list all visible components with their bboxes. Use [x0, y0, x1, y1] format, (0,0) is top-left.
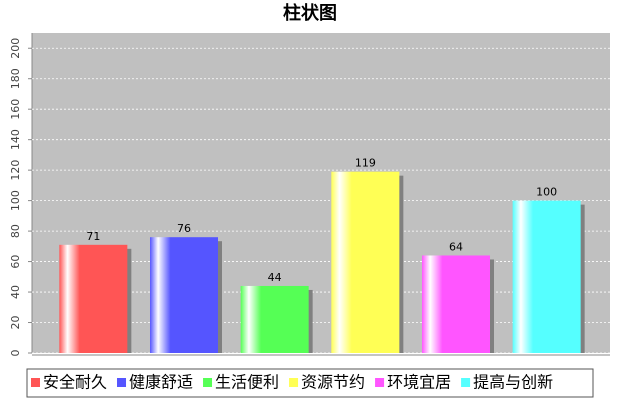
y-tick-label: 180	[9, 68, 22, 89]
bar	[331, 171, 400, 353]
y-tick-label: 20	[9, 316, 22, 330]
value-label: 44	[268, 271, 282, 284]
legend-label: 健康舒适	[129, 373, 193, 392]
legend-swatch	[203, 378, 213, 387]
y-tick-label: 0	[9, 350, 22, 357]
legend-label: 提高与创新	[473, 373, 553, 392]
bar	[512, 200, 581, 353]
legend-swatch	[117, 378, 127, 387]
legend-label: 环境宜居	[387, 373, 451, 392]
bar	[422, 255, 490, 353]
y-tick-label: 160	[9, 99, 22, 120]
y-tick-label: 60	[9, 255, 22, 269]
value-label: 119	[355, 157, 376, 170]
y-tick-label: 200	[9, 38, 22, 59]
value-label: 100	[536, 186, 557, 199]
legend-swatch	[461, 378, 471, 387]
y-tick-label: 80	[9, 224, 22, 238]
legend-swatch	[289, 378, 299, 387]
legend-swatch	[375, 378, 385, 387]
value-label: 71	[86, 230, 100, 243]
y-tick-label: 140	[9, 129, 22, 150]
chart-title: 柱状图	[283, 2, 337, 24]
bar	[240, 285, 309, 353]
legend-label: 安全耐久	[43, 373, 107, 392]
legend-label: 资源节约	[301, 373, 365, 392]
legend-swatch	[31, 378, 40, 387]
bar	[59, 244, 128, 353]
bar	[150, 237, 218, 353]
legend-label: 生活便利	[215, 373, 279, 392]
y-tick-label: 40	[9, 285, 22, 299]
y-tick-label: 100	[9, 190, 22, 211]
value-label: 64	[449, 240, 463, 253]
value-label: 76	[177, 222, 191, 235]
y-tick-label: 120	[9, 160, 22, 181]
